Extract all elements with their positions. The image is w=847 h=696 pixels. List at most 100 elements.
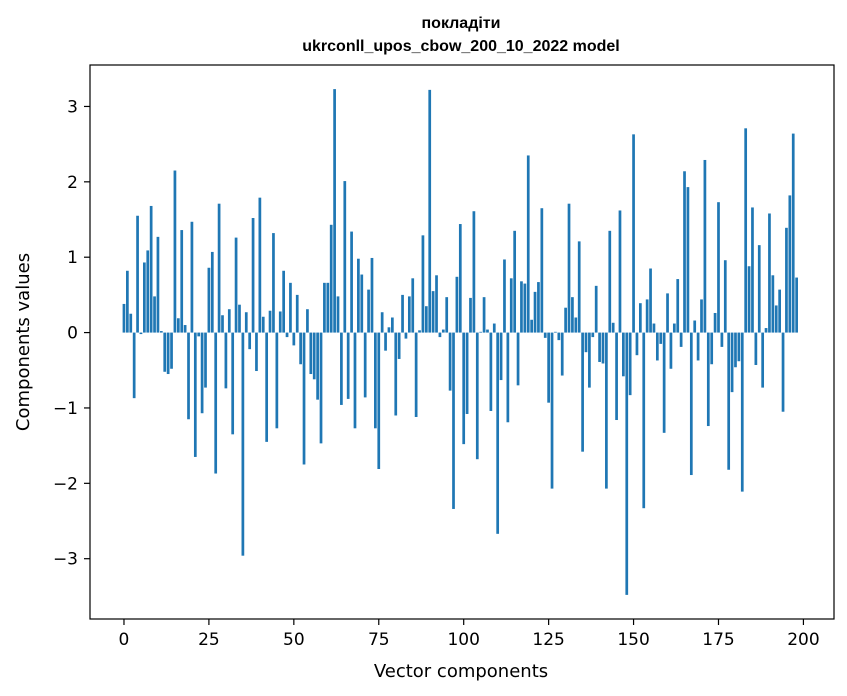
bar <box>268 310 272 333</box>
bar <box>632 134 635 333</box>
bar <box>176 318 180 333</box>
bar <box>594 285 598 333</box>
bar <box>703 159 707 333</box>
x-tick-label: 150 <box>617 630 649 650</box>
bar <box>190 221 194 333</box>
bar <box>448 332 452 391</box>
bar <box>791 133 795 333</box>
bar <box>584 332 588 353</box>
bar <box>509 278 513 333</box>
bar <box>438 332 442 338</box>
bar <box>272 233 275 333</box>
bar <box>306 309 309 333</box>
bar <box>316 332 319 400</box>
bar <box>605 332 608 489</box>
bar <box>200 332 204 414</box>
bar <box>136 215 139 333</box>
bar <box>723 260 727 333</box>
bar <box>255 332 258 372</box>
bar <box>608 230 612 333</box>
bar <box>207 267 211 333</box>
bar <box>360 274 364 333</box>
bar <box>397 332 401 359</box>
bar <box>336 296 340 333</box>
bar <box>503 259 506 333</box>
x-tick-label: 100 <box>447 630 479 650</box>
bar <box>761 332 765 388</box>
bar <box>357 258 360 333</box>
plot-frame <box>89 64 835 620</box>
bar <box>193 332 197 457</box>
bar <box>795 277 798 333</box>
bar <box>149 205 153 333</box>
bar <box>693 320 697 333</box>
bar <box>340 332 343 405</box>
x-tick-label: 50 <box>283 630 305 650</box>
y-tick-label: 2 <box>67 173 78 193</box>
bar <box>329 224 333 333</box>
bar <box>740 332 744 492</box>
bar <box>754 332 758 365</box>
bar <box>428 89 432 333</box>
bar <box>210 251 214 333</box>
bar <box>757 245 761 333</box>
bar <box>163 332 167 372</box>
bar <box>550 332 554 489</box>
bar <box>183 325 187 333</box>
bar <box>560 332 564 376</box>
bar <box>713 312 717 333</box>
bar <box>645 299 649 333</box>
bar <box>126 270 129 333</box>
bar <box>407 296 411 333</box>
bar <box>323 282 326 333</box>
bar <box>638 303 642 333</box>
x-tick-label: 75 <box>368 630 390 650</box>
bar <box>489 332 493 411</box>
bar <box>543 332 547 338</box>
bar <box>435 275 438 333</box>
bar <box>676 279 680 333</box>
bar <box>122 303 126 333</box>
bar <box>139 332 143 335</box>
bar <box>166 332 170 375</box>
bar <box>265 332 269 442</box>
bar <box>516 332 520 386</box>
bar <box>458 224 462 333</box>
bar <box>248 332 252 350</box>
bar <box>710 332 714 365</box>
bar <box>387 327 391 333</box>
bar <box>581 332 584 452</box>
y-tick-label: −2 <box>53 474 78 494</box>
bar <box>441 329 445 333</box>
bar <box>363 332 367 398</box>
bar <box>244 312 248 333</box>
bar <box>472 211 476 333</box>
bar <box>557 332 561 341</box>
bar <box>530 319 534 333</box>
bar <box>238 304 241 333</box>
bar <box>462 332 466 445</box>
bar <box>744 128 748 333</box>
bar <box>187 332 190 420</box>
bar <box>289 282 292 333</box>
bar <box>275 332 279 429</box>
bar <box>404 332 408 339</box>
bar <box>333 89 336 333</box>
x-tick-label: 25 <box>198 630 220 650</box>
bar <box>635 332 639 356</box>
bar <box>649 268 652 333</box>
bar <box>788 195 792 333</box>
y-tick-label: 0 <box>67 324 78 344</box>
bar <box>774 305 778 333</box>
bar <box>343 181 347 333</box>
bar <box>367 289 370 333</box>
bar <box>418 330 421 333</box>
x-tick-label: 200 <box>787 630 819 650</box>
bar <box>380 312 384 333</box>
bar <box>785 227 788 333</box>
bar <box>689 332 693 476</box>
bar <box>180 230 184 333</box>
bar <box>730 332 734 393</box>
bar <box>445 297 449 333</box>
